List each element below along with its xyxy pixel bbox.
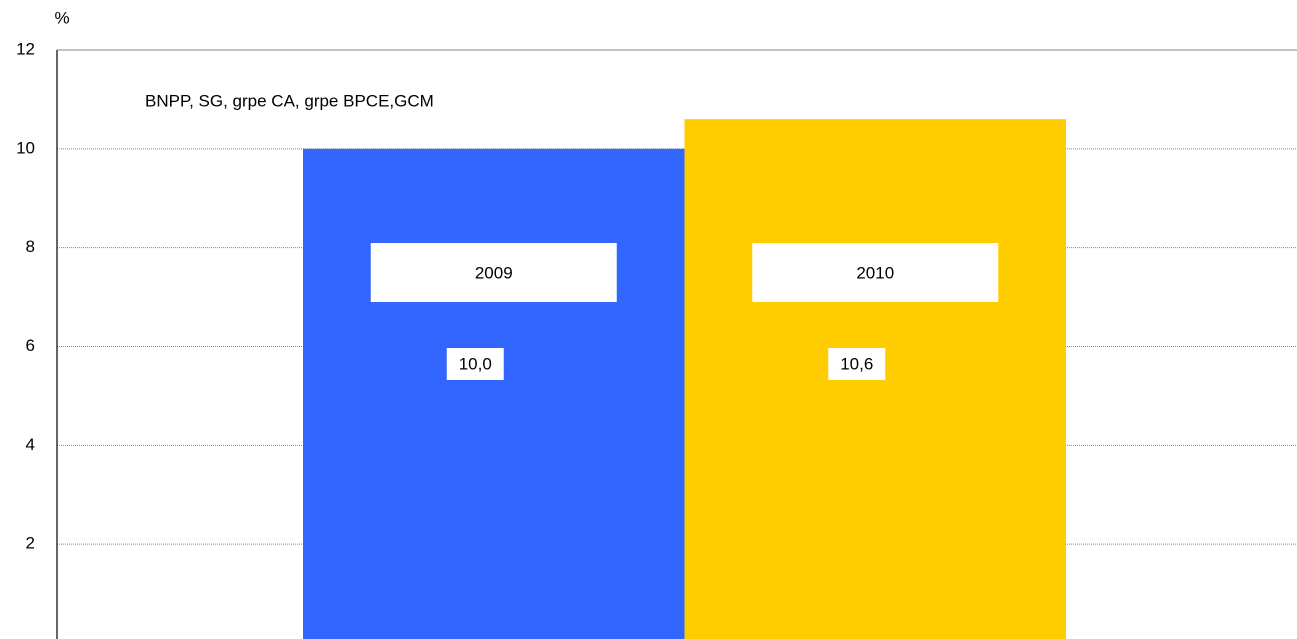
value-label: 10,6 bbox=[840, 354, 873, 373]
category-label: 2009 bbox=[475, 263, 513, 282]
category-label-box bbox=[752, 243, 999, 302]
y-tick-label: 2 bbox=[26, 534, 35, 553]
value-label: 10,0 bbox=[459, 354, 492, 373]
y-tick-label: 4 bbox=[26, 435, 35, 454]
category-label: 2010 bbox=[856, 263, 894, 282]
y-tick-label: 12 bbox=[16, 39, 35, 58]
bar bbox=[303, 148, 685, 639]
y-axis-label: % bbox=[54, 8, 69, 27]
y-tick-label: 8 bbox=[26, 237, 35, 256]
annotation: BNPP, SG, grpe CA, grpe BPCE,GCM bbox=[145, 91, 434, 110]
value-label-box bbox=[446, 348, 504, 380]
value-label-box bbox=[828, 348, 886, 380]
category-label-box bbox=[370, 243, 617, 302]
y-tick-label: 10 bbox=[16, 138, 35, 157]
y-tick-label: 6 bbox=[26, 336, 35, 355]
